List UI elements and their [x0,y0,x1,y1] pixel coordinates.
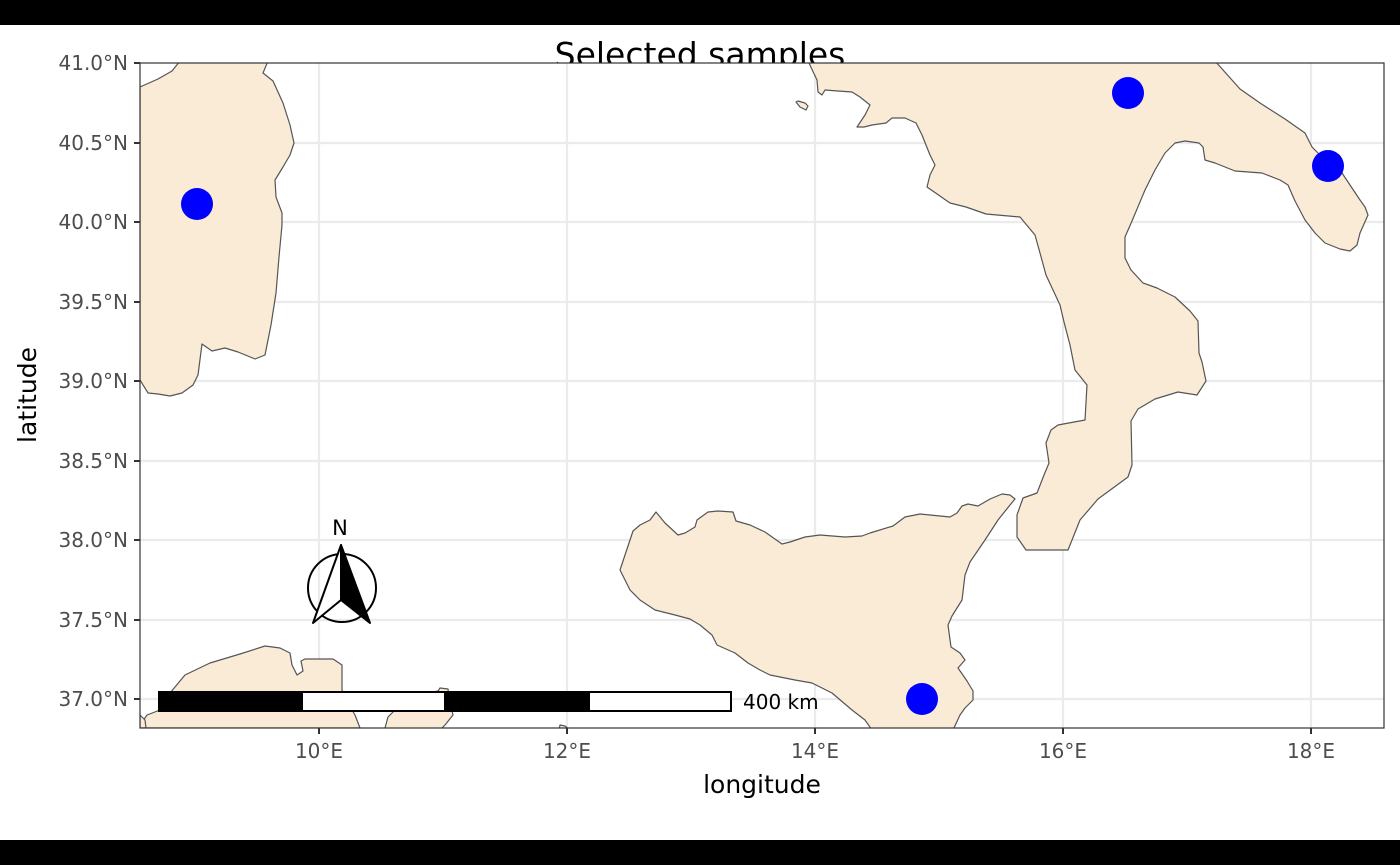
land-sardinia [140,63,295,397]
scale-bar-label: 400 km [743,690,819,714]
x-tick-label: 12°E [543,739,591,763]
land-edge-left [140,714,147,728]
sample-point[interactable] [906,683,938,715]
axis-ticks [134,62,1312,734]
sample-point[interactable] [1312,150,1344,182]
x-axis-title: longitude [703,770,821,799]
y-tick-label: 37.5°N [59,608,129,632]
y-axis-title: latitude [13,347,42,443]
x-tick-label: 18°E [1287,739,1335,763]
y-tick-label: 41.0°N [59,51,129,75]
y-tick-label: 40.0°N [59,210,129,234]
y-tick-label: 38.0°N [59,528,129,552]
x-axis-labels: 10°E 12°E 14°E 16°E 18°E [295,739,1335,763]
gridlines [140,63,1384,728]
sample-point[interactable] [1112,77,1144,109]
sample-point[interactable] [181,188,213,220]
y-tick-label: 37.0°N [59,687,129,711]
x-tick-label: 10°E [295,739,343,763]
x-tick-label: 14°E [791,739,839,763]
scale-bar: 400 km [158,690,819,714]
sample-points [181,77,1344,715]
y-tick-label: 40.5°N [59,131,129,155]
y-tick-label: 38.5°N [59,449,129,473]
land-islet [795,100,809,111]
land-southern-italy [808,63,1369,551]
land-islet-south [558,724,569,728]
y-axis-labels: 41.0°N 40.5°N 40.0°N 39.5°N 39.0°N 38.5°… [59,51,129,711]
map-figure: N 400 km 41.0°N 40.5°N 40.0°N 39.5°N 39.… [13,51,1385,799]
y-tick-label: 39.5°N [59,290,129,314]
panel-border [139,62,1385,729]
x-tick-label: 16°E [1039,739,1087,763]
land-sicily [619,493,1016,728]
y-tick-label: 39.0°N [59,369,129,393]
north-label: N [332,516,348,540]
north-arrow: N [307,516,377,624]
